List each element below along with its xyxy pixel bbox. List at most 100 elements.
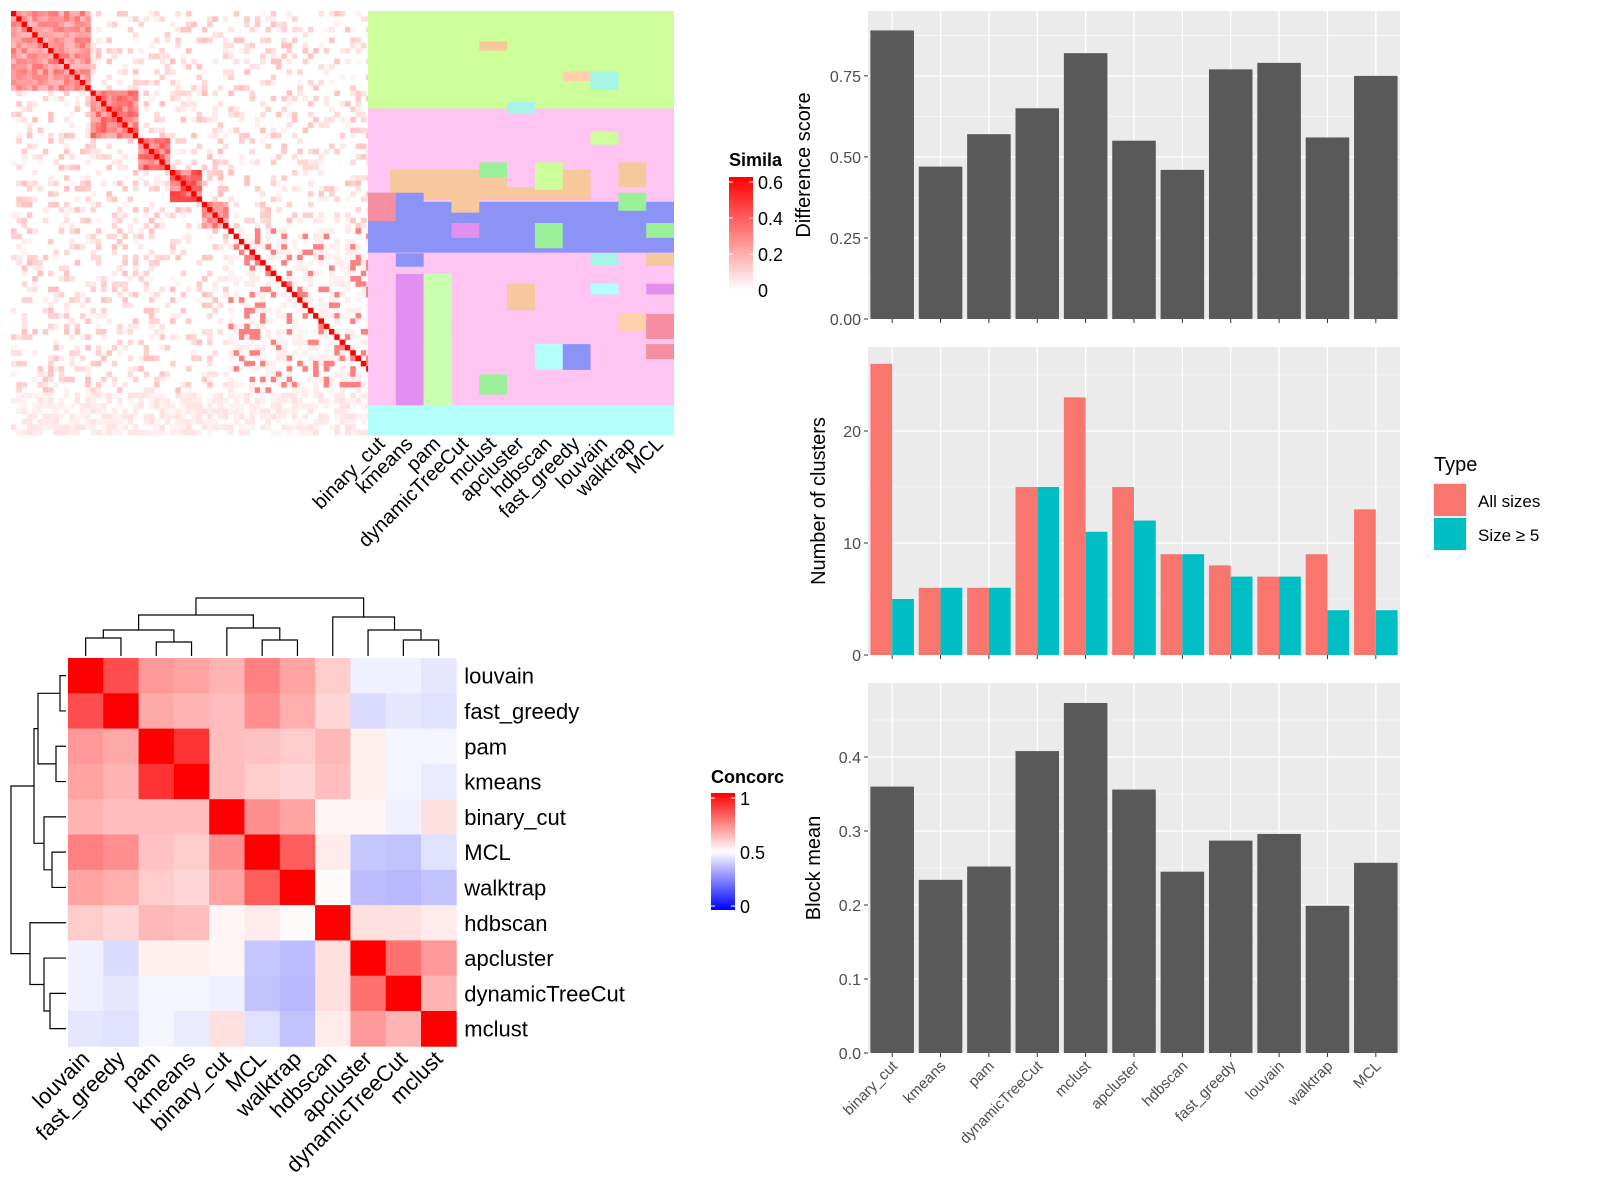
similarity-cell [297, 334, 303, 340]
similarity-cell [122, 302, 128, 309]
similarity-cell [117, 265, 123, 271]
similarity-cell [48, 79, 54, 86]
similarity-cell [180, 429, 187, 436]
concordance-row-label-kmeans: kmeans [464, 770, 541, 795]
similarity-cell [64, 408, 70, 415]
similarity-cell [111, 132, 118, 139]
similarity-cell [170, 185, 176, 192]
similarity-cell [329, 313, 335, 319]
similarity-cell [111, 21, 118, 28]
similarity-cell [69, 53, 75, 59]
similarity-cell [37, 58, 44, 65]
bar-mclust [1063, 53, 1108, 320]
similarity-cell [297, 249, 303, 256]
similarity-cell [270, 48, 277, 54]
similarity-cell [170, 69, 176, 75]
similarity-cell [42, 376, 49, 383]
similarity-cell [42, 16, 49, 22]
similarity-cell [355, 228, 362, 234]
similarity-cell [111, 159, 118, 165]
similarity-cell [159, 101, 165, 107]
bar-binary_cut [870, 30, 914, 319]
similarity-cell [37, 429, 44, 436]
similarity-cell [164, 212, 171, 218]
similarity-cell [154, 329, 160, 335]
concordance-cell [315, 799, 351, 835]
x-tick-label-mclust: mclust [1052, 1057, 1095, 1100]
similarity-cell [79, 302, 86, 309]
similarity-cell [159, 180, 165, 187]
similarity-cell [148, 233, 155, 240]
similarity-cell [106, 392, 112, 399]
similarity-cell [249, 281, 256, 287]
similarity-cell [148, 260, 155, 266]
similarity-cell [79, 334, 86, 340]
similarity-cell [90, 101, 97, 107]
similarity-cell [164, 159, 171, 165]
similarity-cell [127, 291, 134, 298]
similarity-cell [265, 366, 271, 372]
y-tick-label: 0.3 [839, 824, 861, 841]
similarity-cell [297, 217, 303, 224]
similarity-cell [127, 127, 134, 134]
similarity-cell [48, 419, 54, 425]
similarity-cell [233, 11, 240, 17]
similarity-cell [85, 64, 91, 70]
similarity-cell [26, 85, 33, 91]
similarity-cell [228, 196, 234, 203]
similarity-cell [95, 90, 102, 97]
similarity-cell [233, 397, 240, 404]
similarity-cell [307, 148, 314, 155]
similarity-cell [148, 185, 155, 192]
similarity-cell [350, 350, 356, 356]
similarity-cell [249, 376, 256, 383]
similarity-cell [95, 387, 102, 393]
similarity-cell [360, 42, 367, 49]
similarity-cell [58, 138, 65, 144]
similarity-cell [11, 228, 17, 234]
similarity-cell [302, 424, 309, 430]
similarity-cell [69, 21, 75, 28]
similarity-cell [164, 154, 171, 160]
similarity-cell [323, 323, 330, 330]
similarity-cell [37, 69, 44, 75]
similarity-cell [69, 413, 75, 420]
similarity-cell [48, 138, 54, 144]
similarity-cell [313, 233, 319, 240]
similarity-cell [106, 429, 112, 436]
concordance-cell [421, 693, 457, 729]
similarity-cell [164, 180, 171, 187]
similarity-cell [254, 254, 261, 261]
similarity-cell [175, 254, 181, 261]
similarity-cell [42, 26, 49, 33]
similarity-cell [302, 392, 309, 399]
similarity-cell [212, 58, 218, 65]
similarity-cell [185, 334, 192, 340]
similarity-cell [69, 164, 75, 171]
similarity-cell [21, 297, 28, 303]
similarity-cell [16, 79, 22, 86]
similarity-cell [260, 11, 266, 17]
similarity-cell [223, 53, 229, 59]
similarity-cell [344, 228, 351, 234]
bar-apcluster [1112, 789, 1156, 1053]
similarity-cell [21, 159, 28, 165]
similarity-cell [276, 64, 282, 70]
similarity-cell [276, 397, 282, 404]
similarity-cell [53, 313, 59, 319]
similarity-cell [334, 254, 340, 261]
assignment-cell [618, 192, 647, 211]
similarity-cell [249, 366, 256, 372]
similarity-cell [132, 392, 139, 399]
similarity-cell [339, 382, 346, 388]
similarity-cell [53, 64, 59, 70]
similarity-cell [233, 111, 240, 118]
similarity-cell [344, 397, 351, 404]
similarity-cell [48, 392, 54, 399]
similarity-cell [249, 217, 256, 224]
similarity-cell [212, 127, 218, 134]
similarity-cell [101, 307, 107, 314]
similarity-cell [11, 53, 17, 59]
similarity-cell [148, 429, 155, 436]
similarity-cell [58, 58, 65, 65]
